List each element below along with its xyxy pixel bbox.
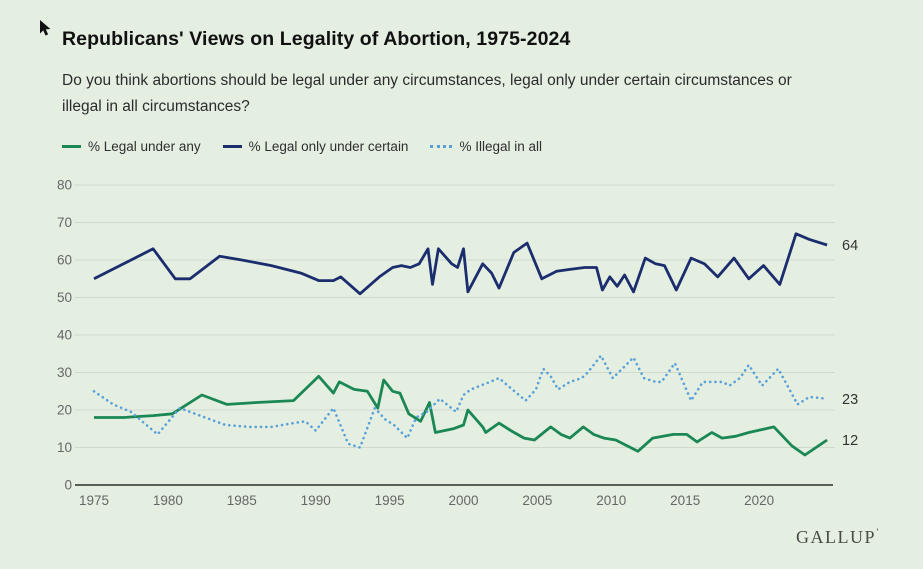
chart-question: Do you think abortions should be legal u… bbox=[62, 68, 792, 120]
chart-legend: % Legal under any % Legal only under cer… bbox=[62, 139, 542, 154]
gallup-wordmark: GALLUP bbox=[796, 527, 876, 547]
y-tick-label: 70 bbox=[57, 215, 72, 230]
y-tick-label: 60 bbox=[57, 253, 72, 268]
y-tick-label: 0 bbox=[64, 478, 72, 493]
series-end-value-label: 64 bbox=[842, 238, 858, 254]
legend-label: % Legal under any bbox=[88, 139, 201, 154]
chart-question-line1: Do you think abortions should be legal u… bbox=[62, 72, 792, 89]
gallup-trademark-icon: ʼ bbox=[876, 527, 879, 537]
x-tick-label: 1975 bbox=[79, 493, 109, 508]
x-tick-label: 1990 bbox=[301, 493, 331, 508]
x-tick-label: 1985 bbox=[227, 493, 257, 508]
gallup-logo: GALLUPʼ bbox=[796, 527, 879, 548]
page-title: Republicans' Views on Legality of Aborti… bbox=[62, 28, 571, 50]
x-tick-label: 2005 bbox=[522, 493, 552, 508]
x-tick-label: 2020 bbox=[744, 493, 774, 508]
legend-label: % Legal only under certain bbox=[248, 139, 409, 154]
x-tick-label: 2000 bbox=[448, 493, 478, 508]
legend-label: % Illegal in all bbox=[459, 139, 542, 154]
x-tick-label: 2015 bbox=[670, 493, 700, 508]
green-line-swatch-icon bbox=[62, 145, 81, 148]
series-end-value-label: 12 bbox=[842, 433, 858, 449]
legend-item-illegal-in-all: % Illegal in all bbox=[430, 139, 542, 154]
series-line-legal-under-any bbox=[94, 374, 828, 457]
y-tick-label: 40 bbox=[57, 328, 72, 343]
chart-question-line2: illegal in all circumstances? bbox=[62, 98, 250, 115]
series-line-legal-only-certain bbox=[93, 232, 828, 296]
y-tick-label: 10 bbox=[57, 440, 72, 455]
navy-line-swatch-icon bbox=[222, 145, 242, 148]
y-tick-label: 50 bbox=[57, 290, 72, 305]
y-tick-label: 20 bbox=[57, 403, 72, 418]
legend-item-legal-under-any: % Legal under any bbox=[62, 139, 201, 154]
y-tick-label: 80 bbox=[57, 178, 72, 193]
series-line-illegal-in-all bbox=[92, 354, 829, 449]
x-tick-label: 1995 bbox=[375, 493, 405, 508]
x-tick-label: 1980 bbox=[153, 493, 183, 508]
legend-item-legal-only-certain: % Legal only under certain bbox=[222, 139, 409, 154]
y-tick-label: 30 bbox=[57, 365, 72, 380]
mouse-cursor bbox=[40, 20, 51, 36]
dotted-blue-line-swatch-icon bbox=[430, 145, 453, 148]
x-tick-label: 2010 bbox=[596, 493, 626, 508]
series-end-value-label: 23 bbox=[842, 392, 858, 408]
